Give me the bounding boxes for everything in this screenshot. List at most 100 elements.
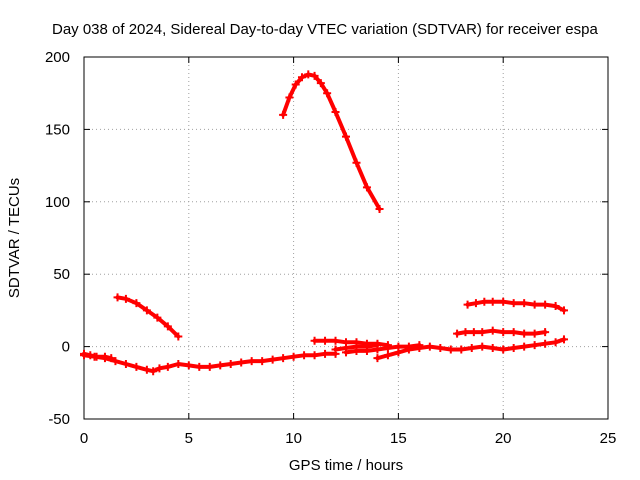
data-point bbox=[446, 345, 455, 354]
data-point bbox=[463, 300, 472, 309]
data-point bbox=[541, 339, 550, 348]
data-point bbox=[425, 342, 434, 351]
data-point bbox=[163, 362, 172, 371]
grid-layer bbox=[84, 57, 608, 419]
data-point bbox=[174, 359, 183, 368]
data-point bbox=[352, 346, 361, 355]
data-point bbox=[541, 328, 550, 337]
data-point bbox=[132, 362, 141, 371]
plot-frame bbox=[83, 56, 609, 420]
data-point bbox=[279, 354, 288, 363]
data-point bbox=[520, 329, 529, 338]
data-point bbox=[331, 336, 340, 345]
tick-layer: 0 5 10 15 20 25 -50 0 50 100 150 200 bbox=[45, 49, 616, 447]
data-point bbox=[132, 299, 141, 308]
data-point bbox=[310, 336, 319, 345]
x-tick-label: 5 bbox=[185, 430, 193, 447]
data-point bbox=[559, 335, 568, 344]
data-point bbox=[530, 300, 539, 309]
x-tick-label: 20 bbox=[495, 430, 512, 447]
data-point bbox=[541, 300, 550, 309]
data-point bbox=[92, 352, 101, 361]
data-point bbox=[331, 108, 340, 117]
data-point bbox=[480, 297, 489, 306]
data-point bbox=[509, 299, 518, 308]
data-point bbox=[461, 328, 470, 337]
series-arc-6 bbox=[331, 341, 382, 354]
y-tick-label: 0 bbox=[62, 339, 70, 356]
data-point bbox=[530, 329, 539, 338]
data-point bbox=[478, 328, 487, 337]
x-tick-label: 25 bbox=[600, 430, 617, 447]
data-point bbox=[520, 342, 529, 351]
data-point bbox=[237, 358, 246, 367]
x-tick-label: 0 bbox=[80, 430, 88, 447]
y-tick-label: 100 bbox=[45, 194, 70, 211]
data-point bbox=[509, 344, 518, 353]
data-point bbox=[258, 357, 267, 366]
data-point bbox=[310, 71, 319, 80]
data-point bbox=[467, 344, 476, 353]
data-point bbox=[469, 328, 478, 337]
data-point bbox=[321, 349, 330, 358]
data-point bbox=[323, 89, 332, 98]
data-point bbox=[373, 345, 382, 354]
data-point bbox=[352, 158, 361, 167]
data-point bbox=[111, 357, 120, 366]
data-point bbox=[121, 294, 130, 303]
x-tick-label: 15 bbox=[390, 430, 407, 447]
data-point bbox=[362, 346, 371, 355]
data-point bbox=[394, 342, 403, 351]
data-point bbox=[300, 351, 309, 360]
data-point bbox=[107, 354, 116, 363]
data-point bbox=[142, 365, 151, 374]
data-point bbox=[453, 329, 462, 338]
data-point bbox=[155, 364, 164, 373]
x-axis-label: GPS time / hours bbox=[289, 457, 403, 474]
data-point bbox=[551, 302, 560, 311]
data-point bbox=[509, 328, 518, 337]
series-trace bbox=[455, 328, 548, 336]
data-point bbox=[342, 348, 350, 357]
data-point bbox=[163, 322, 172, 331]
series-arc-4 bbox=[279, 70, 384, 214]
data-point bbox=[121, 359, 130, 368]
data-point bbox=[289, 352, 298, 361]
data-point bbox=[285, 93, 294, 102]
data-point bbox=[520, 299, 529, 308]
series-arc-2 bbox=[80, 349, 116, 363]
series-layer bbox=[80, 70, 568, 376]
data-point bbox=[375, 205, 384, 214]
data-point bbox=[488, 297, 497, 306]
data-point bbox=[499, 328, 508, 337]
data-point bbox=[488, 326, 497, 335]
data-point bbox=[153, 313, 162, 322]
data-point bbox=[310, 351, 319, 360]
data-point bbox=[551, 338, 560, 347]
data-point bbox=[457, 345, 466, 354]
data-point bbox=[373, 354, 382, 363]
series-arc-9 bbox=[453, 326, 550, 338]
data-point bbox=[304, 70, 313, 79]
data-point bbox=[362, 183, 371, 192]
y-tick-label: 150 bbox=[45, 121, 70, 138]
y-tick-label: 50 bbox=[53, 266, 70, 283]
series-arc-3 bbox=[113, 293, 183, 341]
data-point bbox=[499, 297, 508, 306]
y-tick-label: 200 bbox=[45, 49, 70, 66]
data-point bbox=[331, 345, 340, 354]
data-point bbox=[100, 352, 109, 361]
data-point bbox=[226, 359, 235, 368]
data-point bbox=[195, 362, 204, 371]
data-point bbox=[342, 132, 350, 141]
data-point bbox=[149, 367, 158, 376]
data-point bbox=[316, 79, 325, 88]
data-point bbox=[415, 341, 424, 350]
data-point bbox=[478, 342, 487, 351]
data-point bbox=[404, 342, 413, 351]
data-point bbox=[297, 73, 306, 82]
data-point bbox=[268, 355, 277, 364]
data-point bbox=[436, 344, 445, 353]
